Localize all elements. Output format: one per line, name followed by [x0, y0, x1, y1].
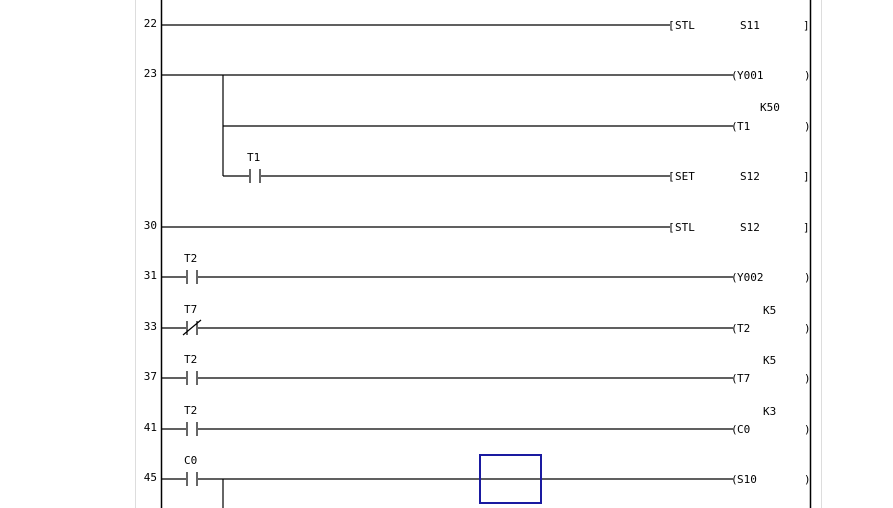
nc-contact[interactable]: T7 — [182, 303, 202, 336]
output-coil[interactable]: (T2) K5 — [731, 304, 811, 335]
contact-label: T7 — [184, 303, 197, 316]
coil-device: Y001 — [737, 69, 764, 82]
no-contact[interactable]: C0 — [184, 454, 198, 486]
bracket-open: [ — [668, 221, 675, 234]
contact-label: T2 — [184, 353, 197, 366]
rung[interactable]: 33 (T2) K5 T7 — [144, 303, 811, 336]
output-coil[interactable]: (Y001) — [731, 69, 811, 82]
coil-setting: K3 — [763, 405, 776, 418]
contact-label: T2 — [184, 252, 197, 265]
contact-label: T2 — [184, 404, 197, 417]
coil-device: Y002 — [737, 271, 764, 284]
rung[interactable]: 37 (T7) K5 T2 — [144, 353, 811, 386]
bracket-close: ] — [803, 19, 810, 32]
coil-device: T7 — [737, 372, 750, 385]
no-contact[interactable]: T2 — [184, 404, 198, 436]
coil-close-paren: ) — [804, 473, 811, 486]
instruction-operand: S12 — [740, 221, 760, 234]
coil-open-paren: ( — [731, 423, 738, 436]
coil-setting: K5 — [763, 354, 776, 367]
coil-setting: K5 — [763, 304, 776, 317]
no-contact[interactable]: T1 — [247, 151, 261, 183]
bracket-close: ] — [803, 221, 810, 234]
coil-open-paren: ( — [731, 322, 738, 335]
applied-instruction[interactable]: [STL S12] — [668, 221, 810, 234]
output-coil[interactable]: (C0) K3 — [731, 405, 811, 436]
coil-device: T1 — [737, 120, 750, 133]
instruction-op: STL — [675, 221, 695, 234]
coil-setting: K50 — [760, 101, 780, 114]
step-number: 31 — [144, 269, 157, 282]
coil-close-paren: ) — [804, 322, 811, 335]
step-number: 30 — [144, 219, 157, 232]
step-number: 22 — [144, 17, 157, 30]
coil-device: S10 — [737, 473, 757, 486]
coil-close-paren: ) — [804, 271, 811, 284]
step-number: 23 — [144, 67, 157, 80]
rung[interactable]: 30 [STL S12] — [144, 219, 810, 234]
coil-device: C0 — [737, 423, 750, 436]
coil-close-paren: ) — [804, 372, 811, 385]
applied-instruction[interactable]: [SET S12] — [668, 170, 810, 183]
rung[interactable]: 31 (Y002) T2 — [144, 252, 811, 285]
no-contact[interactable]: T2 — [184, 252, 198, 284]
contact-label: T1 — [247, 151, 260, 164]
cell-cursor[interactable] — [479, 454, 542, 504]
coil-open-paren: ( — [731, 69, 738, 82]
instruction-op: STL — [675, 19, 695, 32]
step-number: 37 — [144, 370, 157, 383]
coil-open-paren: ( — [731, 473, 738, 486]
contact-label: C0 — [184, 454, 197, 467]
step-number: 45 — [144, 471, 157, 484]
no-contact[interactable]: T2 — [184, 353, 198, 385]
coil-open-paren: ( — [731, 372, 738, 385]
rung[interactable]: 41 (C0) K3 T2 — [144, 404, 811, 437]
coil-open-paren: ( — [731, 120, 738, 133]
contact-slash — [182, 319, 202, 336]
bracket-open: [ — [668, 19, 675, 32]
instruction-op: SET — [675, 170, 695, 183]
coil-close-paren: ) — [804, 120, 811, 133]
coil-close-paren: ) — [804, 69, 811, 82]
instruction-operand: S12 — [740, 170, 760, 183]
coil-device: T2 — [737, 322, 750, 335]
rung[interactable]: 22 [STL S11] — [144, 17, 810, 32]
rung[interactable]: 45 (S10) C0 — [144, 454, 811, 508]
coil-close-paren: ) — [804, 423, 811, 436]
rung[interactable]: 23(Y001)(T1)K50[SET S12]T1 — [144, 67, 811, 184]
output-coil[interactable]: (T7) K5 — [731, 354, 811, 385]
applied-instruction[interactable]: [STL S11] — [668, 19, 810, 32]
output-coil[interactable]: (T1) K50 — [731, 101, 811, 133]
instruction-operand: S11 — [740, 19, 760, 32]
output-coil[interactable]: (S10) — [731, 473, 811, 486]
coil-open-paren: ( — [731, 271, 738, 284]
step-number: 33 — [144, 320, 157, 333]
bracket-close: ] — [803, 170, 810, 183]
step-number: 41 — [144, 421, 157, 434]
bracket-open: [ — [668, 170, 675, 183]
output-coil[interactable]: (Y002) — [731, 271, 811, 284]
